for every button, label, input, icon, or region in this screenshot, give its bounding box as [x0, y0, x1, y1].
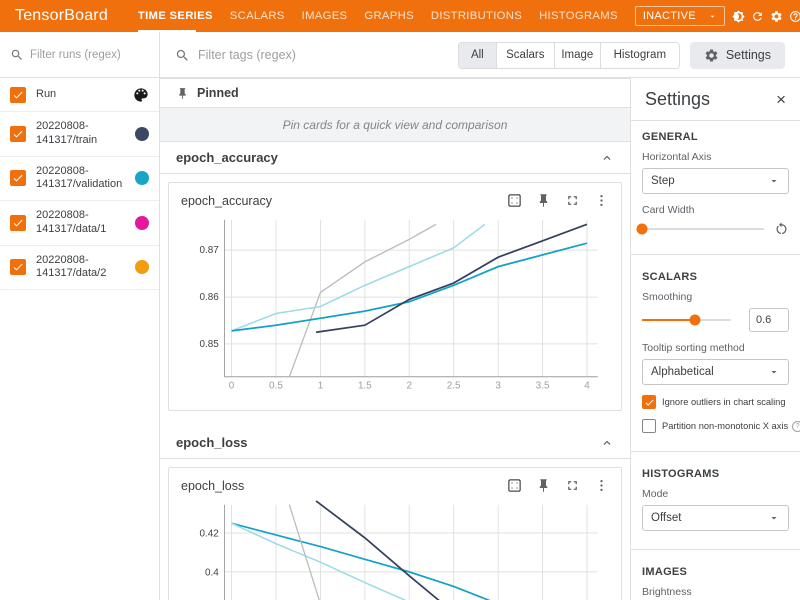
svg-text:3.5: 3.5: [536, 380, 550, 391]
svg-text:2: 2: [407, 380, 413, 391]
svg-text:0.4: 0.4: [205, 567, 219, 578]
svg-text:1.5: 1.5: [358, 380, 372, 391]
svg-text:0.42: 0.42: [199, 528, 219, 539]
svg-text:0.85: 0.85: [199, 339, 219, 350]
svg-text:0.86: 0.86: [199, 292, 219, 303]
svg-text:0.5: 0.5: [269, 380, 283, 391]
svg-text:3: 3: [495, 380, 501, 391]
svg-text:0.87: 0.87: [199, 245, 219, 256]
svg-text:0: 0: [229, 380, 235, 391]
svg-text:4: 4: [584, 380, 590, 391]
svg-text:1: 1: [318, 380, 324, 391]
svg-text:2.5: 2.5: [447, 380, 461, 391]
